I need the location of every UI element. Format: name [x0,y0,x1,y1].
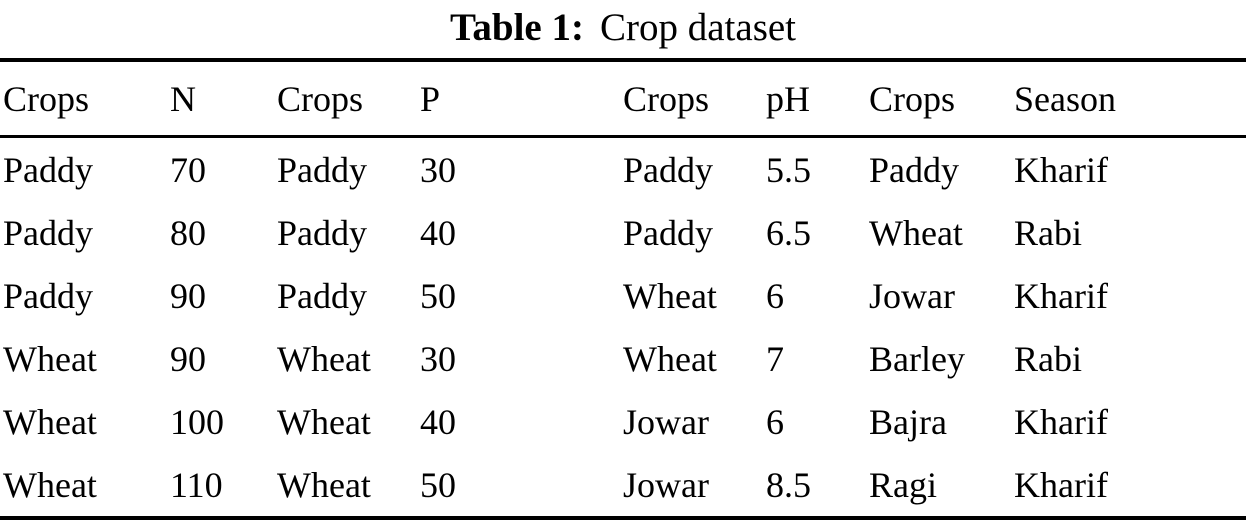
table-cell: 30 [420,338,456,379]
table-cell: Wheat [277,464,371,505]
table-cell: Paddy [3,212,93,253]
table-row: Paddy 80 Paddy 40 Paddy 6.5 Wheat Rabi [0,201,1246,264]
table-caption: Table 1: Crop dataset [0,0,1246,58]
table-cell: 100 [170,401,224,442]
table-cell: Jowar [623,464,709,505]
table-cell: 90 [170,338,206,379]
column-header: P [417,60,620,138]
table-cell: Kharif [1014,275,1108,316]
column-header: N [167,60,274,138]
table-cell: 5.5 [766,149,811,190]
table-cell: 50 [420,275,456,316]
table-cell: 30 [420,149,456,190]
table-cell: Wheat [3,464,97,505]
table-cell: 90 [170,275,206,316]
table-caption-label: Table 1: [449,6,584,49]
table-caption-text: Crop dataset [599,6,797,49]
table-cell: Paddy [623,149,713,190]
column-header: pH [763,60,866,138]
crop-dataset-table: Crops N Crops P Crops pH Crops Season Paddy 70 Pa… [0,58,1246,520]
table-cell: 6.5 [766,212,811,253]
column-header: Crops [866,60,1011,138]
table-cell: Wheat [3,401,97,442]
table-cell: 6 [766,275,784,316]
table-cell: Wheat [623,275,717,316]
table-cell: 8.5 [766,464,811,505]
table-cell: Ragi [869,464,937,505]
column-header: Crops [0,60,167,138]
column-header: Crops [620,60,763,138]
table-cell: 40 [420,401,456,442]
table-cell: Jowar [869,275,955,316]
table-cell: 6 [766,401,784,442]
table-cell: Paddy [3,149,93,190]
table-cell: Kharif [1014,149,1108,190]
column-header: Crops [274,60,417,138]
table-cell: Paddy [277,149,367,190]
table-row: Paddy 70 Paddy 30 Paddy 5.5 Paddy Kharif [0,137,1246,202]
table-row: Paddy 90 Paddy 50 Wheat 6 Jowar Kharif [0,264,1246,327]
table-cell: 80 [170,212,206,253]
column-header: Season [1011,60,1246,138]
table-cell: Rabi [1014,338,1082,379]
table-cell: Wheat [277,401,371,442]
table-cell: Paddy [277,212,367,253]
table-cell: 70 [170,149,206,190]
table-cell: Wheat [623,338,717,379]
table-cell: Paddy [869,149,959,190]
table-cell: Wheat [869,212,963,253]
table-cell: Rabi [1014,212,1082,253]
table-row: Wheat 90 Wheat 30 Wheat 7 Barley Rabi [0,327,1246,390]
table-cell: Paddy [3,275,93,316]
table-cell: Paddy [623,212,713,253]
table-header-row: Crops N Crops P Crops pH Crops Season [0,60,1246,138]
table-cell: 7 [766,338,784,379]
table-cell: Bajra [869,401,947,442]
table-row: Wheat 100 Wheat 40 Jowar 6 Bajra Kharif [0,390,1246,453]
table-cell: 40 [420,212,456,253]
table-cell: 110 [170,464,223,505]
table-cell: Jowar [623,401,709,442]
table-row: Wheat 110 Wheat 50 Jowar 8.5 Ragi Kharif [0,453,1246,518]
table-cell: Kharif [1014,401,1108,442]
table-cell: Kharif [1014,464,1108,505]
table-cell: Barley [869,338,965,379]
table-cell: Wheat [3,338,97,379]
table-cell: Wheat [277,338,371,379]
table-cell: Paddy [277,275,367,316]
table-cell: 50 [420,464,456,505]
